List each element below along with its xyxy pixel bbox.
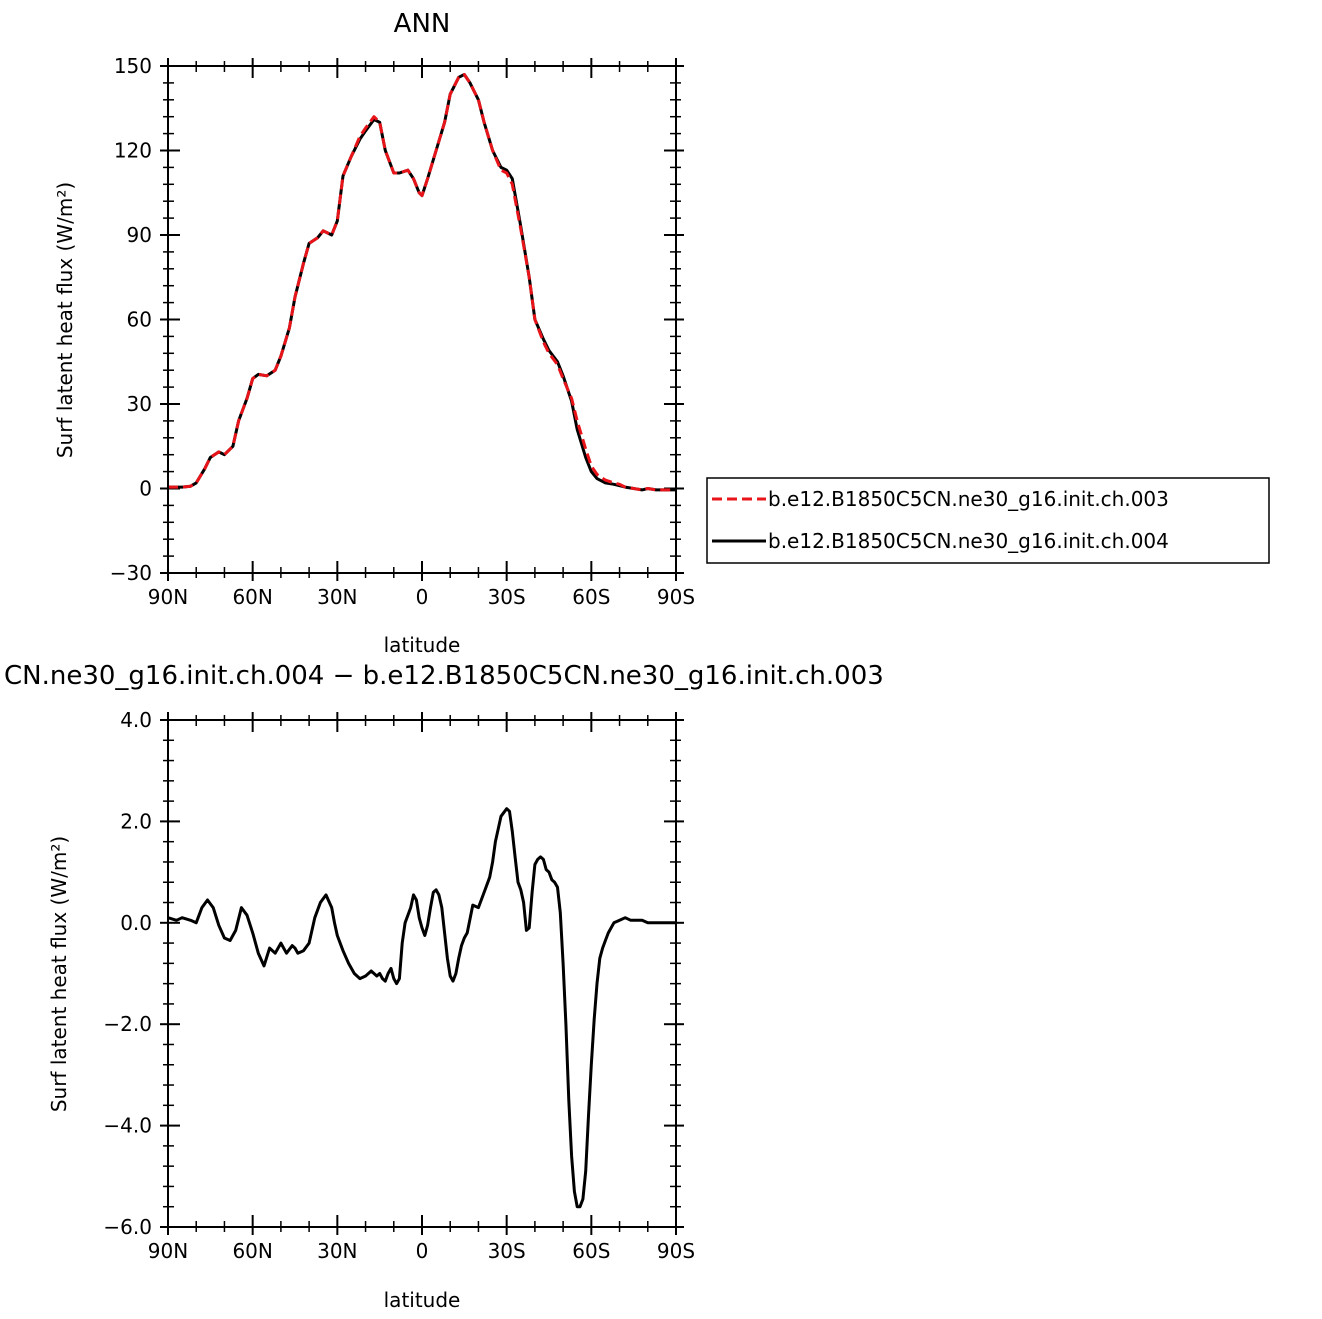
top-x-tick-label: 30N xyxy=(317,585,357,609)
bottom-series-line-0 xyxy=(167,807,676,1209)
bottom-x-tick-label: 60N xyxy=(232,1239,272,1263)
bottom-x-tick-label: 0 xyxy=(416,1239,429,1263)
bottom-y-tick-label: 2.0 xyxy=(120,809,152,833)
bottom-y-tick-label: −6.0 xyxy=(103,1215,152,1239)
bottom-xlabel: latitude xyxy=(384,1288,461,1312)
bottom-x-tick-label: 90S xyxy=(657,1239,695,1263)
top-panel: ANN 90N 60N 30N 0 30S 60S 90S−300306090120150 … xyxy=(53,9,695,657)
top-title: ANN xyxy=(394,9,451,39)
top-series-line-1 xyxy=(168,73,676,492)
bottom-x-tick-label: 60S xyxy=(572,1239,610,1263)
top-y-tick-label: 150 xyxy=(114,54,152,78)
bottom-title: CN.ne30_g16.init.ch.004 − b.e12.B1850C5C… xyxy=(4,661,884,691)
bottom-plot-marks: 90N 60N 30N 0 30S 60S 90S −6.0 −4.0 −2.0 0.0 2.0 4.0 xyxy=(103,708,695,1263)
top-y-tick-label: 60 xyxy=(127,308,152,332)
top-y-tick-label: −30 xyxy=(110,561,152,585)
top-y-tick-label: 0 xyxy=(139,477,152,501)
bottom-x-tick-label: 30N xyxy=(317,1239,357,1263)
bottom-y-tick-label: 0.0 xyxy=(120,911,152,935)
bottom-panel: CN.ne30_g16.init.ch.004 − b.e12.B1850C5C… xyxy=(4,661,884,1312)
bottom-y-tick-label: −2.0 xyxy=(103,1012,152,1036)
top-y-tick-label: 30 xyxy=(127,392,152,416)
top-y-tick-label: 120 xyxy=(114,139,152,163)
bottom-x-tick-label: 30S xyxy=(488,1239,526,1263)
top-y-tick-label: 90 xyxy=(127,223,152,247)
legend-box xyxy=(706,477,1270,564)
top-plot-frame xyxy=(167,65,677,574)
top-series-line-0 xyxy=(168,73,676,492)
legend-label-003: b.e12.B1850C5CN.ne30_g16.init.ch.003 xyxy=(768,487,1169,511)
bottom-x-tick-label: 90N xyxy=(148,1239,188,1263)
top-x-tick-label: 90S xyxy=(657,585,695,609)
legend-label-004: b.e12.B1850C5CN.ne30_g16.init.ch.004 xyxy=(768,529,1169,553)
legend: b.e12.B1850C5CN.ne30_g16.init.ch.003 b.e… xyxy=(706,477,1270,564)
top-ylabel: Surf latent heat flux (W/m²) xyxy=(53,182,77,458)
top-x-tick-label: 60N xyxy=(232,585,272,609)
top-x-tick-label: 90N xyxy=(148,585,188,609)
bottom-y-tick-label: 4.0 xyxy=(120,708,152,732)
bottom-ylabel: Surf latent heat flux (W/m²) xyxy=(47,836,71,1112)
top-x-tick-label: 0 xyxy=(416,585,429,609)
top-plot-marks: 90N 60N 30N 0 30S 60S 90S −30 0 30 60 90 120 150 xyxy=(110,54,695,609)
bottom-y-tick-label: −4.0 xyxy=(103,1114,152,1138)
bottom-plot-frame xyxy=(167,719,677,1228)
top-x-tick-label: 30S xyxy=(488,585,526,609)
top-xlabel: latitude xyxy=(384,633,461,657)
top-x-tick-label: 60S xyxy=(572,585,610,609)
